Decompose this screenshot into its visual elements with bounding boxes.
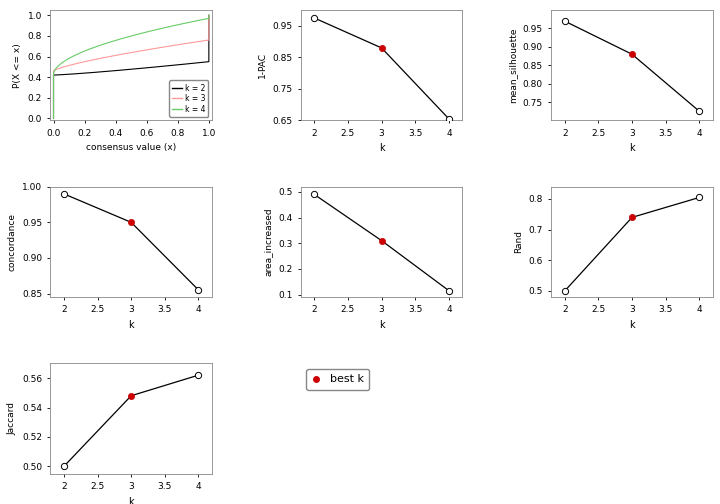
Legend: best k: best k <box>307 369 369 390</box>
X-axis label: k: k <box>128 320 134 330</box>
X-axis label: k: k <box>379 320 384 330</box>
Y-axis label: Rand: Rand <box>514 230 523 254</box>
X-axis label: k: k <box>629 143 635 153</box>
Y-axis label: Jaccard: Jaccard <box>7 402 17 435</box>
X-axis label: k: k <box>629 320 635 330</box>
Y-axis label: area_increased: area_increased <box>264 208 273 276</box>
Y-axis label: concordance: concordance <box>7 213 17 271</box>
X-axis label: k: k <box>379 143 384 153</box>
Y-axis label: mean_silhouette: mean_silhouette <box>508 28 517 103</box>
Legend: k = 2, k = 3, k = 4: k = 2, k = 3, k = 4 <box>169 81 208 116</box>
Y-axis label: P(X <= x): P(X <= x) <box>13 43 22 88</box>
X-axis label: k: k <box>128 496 134 504</box>
X-axis label: consensus value (x): consensus value (x) <box>86 143 176 152</box>
Y-axis label: 1-PAC: 1-PAC <box>258 52 267 78</box>
